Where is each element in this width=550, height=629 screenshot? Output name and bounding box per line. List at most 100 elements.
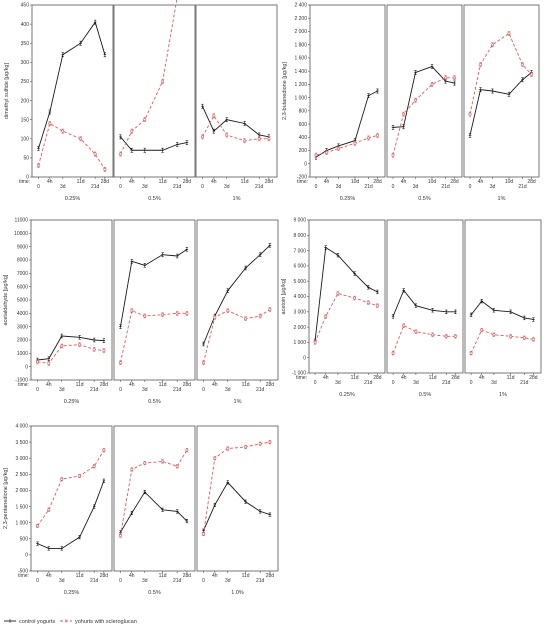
x-tick-label: 11d [241, 179, 249, 185]
x-tick-label: 28d [450, 179, 459, 185]
time-label: time: [297, 179, 308, 185]
sclero-point [60, 477, 64, 481]
x-tick-label: 11d [507, 375, 515, 381]
panel-1%: 0 3d 21d 4h 11d 28d 1% [195, 4, 278, 202]
x-tick-label: 11d [242, 382, 250, 388]
sclero-point [431, 333, 435, 337]
sclero-point [375, 133, 379, 137]
sclero-point [92, 347, 96, 351]
sclero-point [175, 311, 179, 315]
x-tick-label: 0 [37, 184, 40, 190]
y-tick-label: 400 [21, 22, 30, 28]
sclero-point [258, 314, 262, 318]
sclero-point [102, 349, 106, 353]
panel-0.5%: 0 3d 21d 4h 10d 28d 0.5% [386, 4, 463, 202]
panel-1%: 0 3d 21d 4h 10d 28d 1% [463, 4, 540, 202]
y-tick-label: 150 [21, 117, 30, 123]
x-tick-label: 4h [324, 179, 330, 185]
control-series-line [392, 65, 455, 128]
y-tick-label: 250 [21, 79, 30, 85]
concentration-label: 0.25% [65, 196, 81, 202]
sclero-point [161, 459, 165, 463]
sclero-series-line [203, 441, 270, 535]
x-tick-label: 0 [392, 380, 395, 386]
x-tick-label: 3d [225, 387, 231, 393]
legend-entry: yohurts with scleroglucan [75, 619, 137, 625]
x-tick-label: 4h [211, 179, 217, 185]
sclero-point [257, 137, 261, 141]
chart-1: 0 50 100 150 200 250 300 350 400 450 dimethyl sulf… [4, 0, 278, 202]
sclero-point [401, 112, 405, 116]
y-tick-label: 3 500 [15, 440, 28, 446]
y-tick-label: 0 [25, 553, 28, 559]
panel-0.5%: 0 3d 21d 4h 11d 28d 0.5% [113, 425, 196, 596]
control-series-line [37, 335, 104, 361]
y-tick-label: 2000 [17, 338, 28, 344]
charts-layer: 0 50 100 150 200 250 300 350 400 450 dimethyl sulf… [3, 0, 542, 596]
control-series-line [469, 72, 532, 136]
sclero-point [258, 442, 262, 446]
x-tick-label: 3d [142, 578, 148, 584]
x-tick-label: 21d [173, 578, 182, 584]
sclero-point [35, 524, 39, 528]
control-series-line [203, 245, 271, 345]
x-tick-label: 0 [119, 578, 122, 584]
y-tick-label: 11000 [14, 218, 28, 224]
x-tick-label: 21d [364, 380, 373, 386]
concentration-label: 1% [234, 399, 242, 405]
x-tick-label: 0 [119, 387, 122, 393]
y-tick-label: -1000 [15, 378, 28, 384]
x-tick-label: 21d [255, 184, 264, 190]
x-tick-label: 28d [265, 179, 274, 185]
sclero-point [102, 448, 106, 452]
sclero-series-line [469, 32, 532, 115]
sclero-point [60, 344, 64, 348]
y-tick-label: 0 [25, 364, 28, 370]
x-tick-label: 4h [478, 179, 484, 185]
y-tick-label: 8 000 [293, 233, 306, 239]
sclero-point [509, 334, 513, 338]
legend-entry: control yogurts [19, 619, 55, 625]
sclero-point [430, 82, 434, 86]
sclero-point [201, 361, 205, 365]
x-tick-label: 28d [183, 382, 192, 388]
x-tick-label: 0 [119, 184, 122, 190]
panel-frame [386, 219, 464, 374]
y-tick-label: 200 [299, 148, 308, 154]
concentration-label: 0.5% [418, 196, 431, 202]
sclero-series-line [120, 0, 178, 155]
sclero-point [453, 334, 457, 338]
sclero-point [531, 337, 535, 341]
concentration-label: 0.25% [64, 590, 80, 596]
x-tick-label: 3d [60, 184, 66, 190]
y-tick-label: 2 400 [294, 3, 307, 9]
y-tick-label: 4 000 [293, 294, 306, 300]
panel-1%: 0 3d 21d 4h 11d 28d 1% [196, 219, 279, 405]
x-tick-label: 3d [142, 387, 148, 393]
sclero-point [443, 76, 447, 80]
x-tick-label: 0 [470, 380, 473, 386]
x-tick-label: 21d [90, 387, 99, 393]
y-tick-label: 5 000 [293, 279, 306, 285]
x-tick-label: 4h [129, 573, 135, 579]
sclero-point [93, 152, 97, 156]
x-tick-label: 3d [59, 387, 65, 393]
y-tick-label: 300 [21, 60, 30, 66]
x-tick-label: 11d [76, 573, 84, 579]
panel-frame [31, 4, 114, 178]
sclero-point [529, 72, 533, 76]
sclero-point [452, 76, 456, 80]
sclero-point [402, 324, 406, 328]
x-tick-label: 0 [202, 387, 205, 393]
panel-0.25%: time: 0 3d 21d 4h 11d 28d 0.25% [296, 219, 386, 398]
sclero-point [79, 137, 83, 141]
sclero-point [522, 336, 526, 340]
panel-1%: 0 3d 21d 4h 11d 28d 1% [464, 219, 542, 398]
sclero-point [353, 141, 357, 145]
y-tick-label: 100 [21, 136, 30, 142]
x-tick-label: 28d [100, 382, 109, 388]
sclero-point [118, 361, 122, 365]
x-tick-label: 4h [129, 382, 135, 388]
concentration-label: 1% [233, 196, 241, 202]
sclero-point [213, 456, 217, 460]
